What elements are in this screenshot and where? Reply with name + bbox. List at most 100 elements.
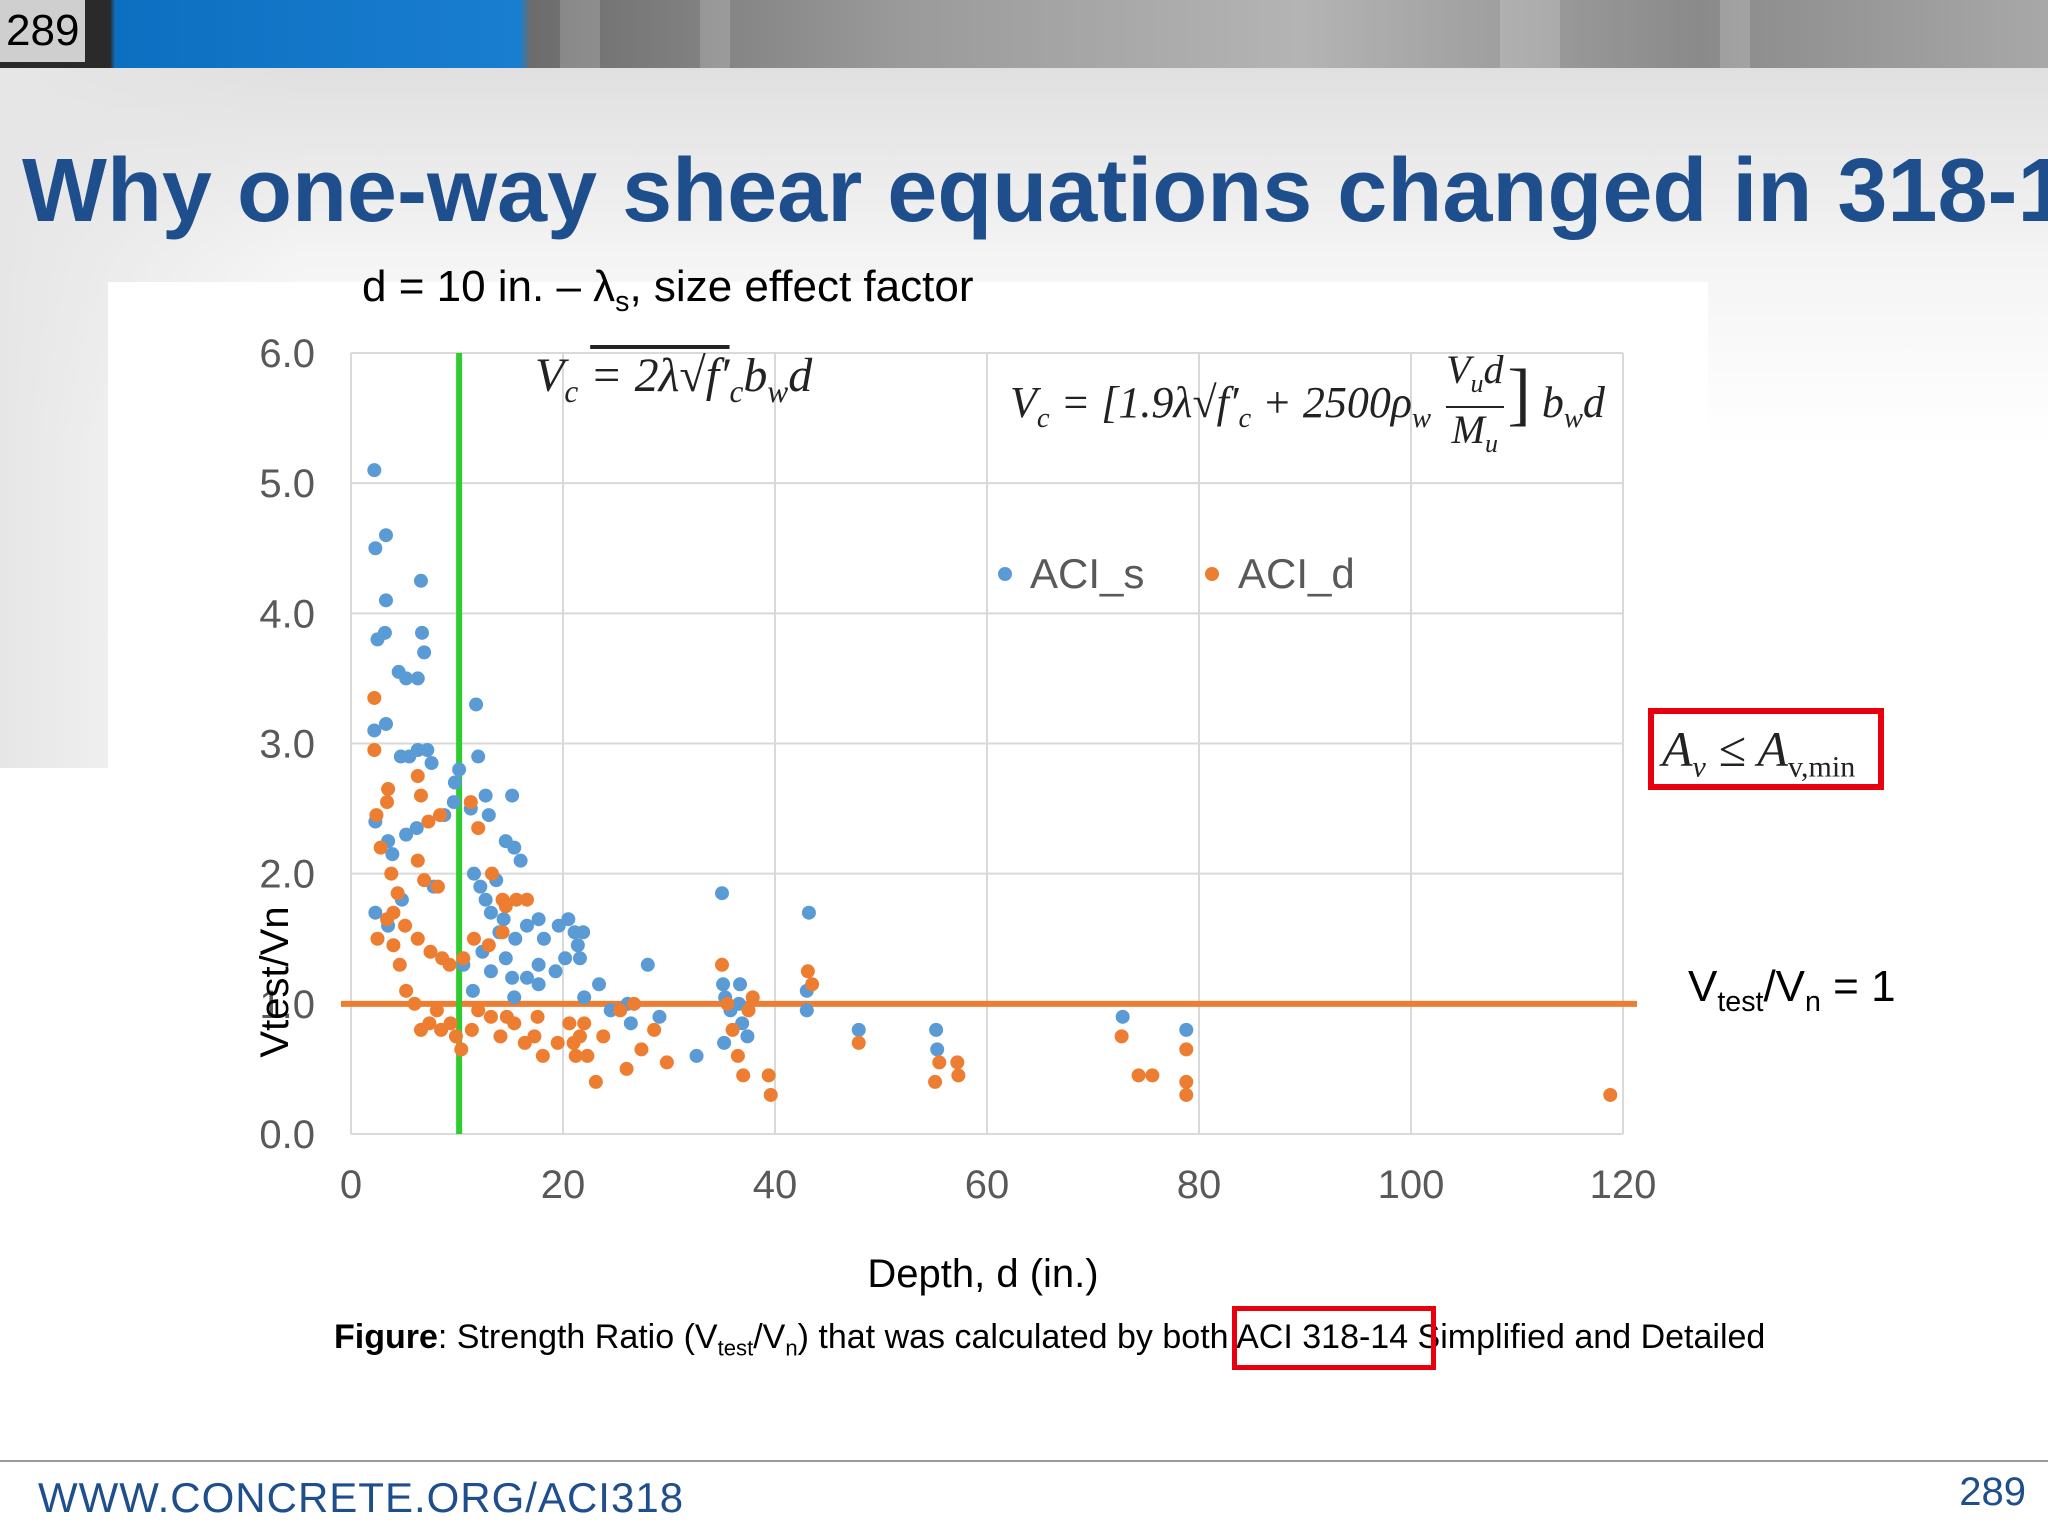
legend-marker-aci-s <box>998 567 1012 581</box>
data-point-aci-s <box>378 528 393 543</box>
data-point-aci-s <box>498 951 513 966</box>
caption-highlight-box <box>1232 1306 1436 1370</box>
y-tick-label: 6.0 <box>259 332 315 376</box>
x-tick-label: 20 <box>541 1163 586 1207</box>
eq2-fraction: Vud Mu <box>1446 347 1504 466</box>
data-point-aci-s <box>929 1022 944 1037</box>
data-point-aci-d <box>493 1029 508 1044</box>
data-point-aci-d <box>1131 1068 1146 1083</box>
subtitle-suffix: , size effect factor <box>629 262 974 311</box>
data-point-aci-s <box>417 645 432 660</box>
data-point-aci-s <box>577 990 592 1005</box>
caption-text3: ) that was calculated by both ACI 318-14… <box>797 1318 1766 1356</box>
footer-divider <box>0 1460 2048 1462</box>
data-point-aci-d <box>369 808 384 823</box>
data-point-aci-d <box>928 1074 943 1089</box>
data-point-aci-s <box>478 788 493 803</box>
eq2-close: ] <box>1507 356 1531 434</box>
data-point-aci-d <box>443 1016 458 1031</box>
eq1-d: d <box>788 349 813 402</box>
equation-simplified: Vc = 2λ√f′cbwd <box>535 348 812 410</box>
data-point-aci-d <box>423 944 438 959</box>
data-point-aci-s <box>410 671 425 686</box>
subtitle-size-effect: d = 10 in. – λs, size effect factor <box>362 262 973 319</box>
x-tick-label: 120 <box>1590 1163 1657 1207</box>
data-point-aci-s <box>531 977 546 992</box>
ratio-v: V <box>1688 962 1718 1011</box>
ratio-equals-one-label: Vtest/Vn = 1 <box>1688 962 1896 1019</box>
data-point-aci-s <box>733 977 748 992</box>
data-point-aci-s <box>507 840 522 855</box>
legend-marker-aci-d <box>1205 567 1219 581</box>
x-axis-label: Depth, d (in.) <box>867 1252 1098 1296</box>
data-point-aci-d <box>580 1048 595 1063</box>
data-point-aci-s <box>413 573 428 588</box>
box-avmin-sub: v,min <box>1787 750 1856 784</box>
data-point-aci-d <box>519 892 534 907</box>
eq2-den-sub: u <box>1484 429 1498 459</box>
eq2-b: b <box>1541 378 1564 428</box>
data-point-aci-s <box>623 1016 638 1031</box>
data-point-aci-d <box>429 1003 444 1018</box>
data-point-aci-s <box>652 1009 667 1024</box>
data-point-aci-d <box>381 782 396 797</box>
data-point-aci-s <box>496 912 511 927</box>
data-point-aci-d <box>410 769 425 784</box>
legend: ACI_s ACI_d <box>998 550 1355 597</box>
figure-caption: Figure: Strength Ratio (Vtest/Vn) that w… <box>334 1318 1765 1362</box>
caption-sub1: test <box>717 1335 754 1361</box>
ratio-slash: /V <box>1763 962 1806 1011</box>
subtitle-sub: s <box>615 286 630 318</box>
data-point-aci-d <box>763 1087 778 1102</box>
data-point-aci-d <box>596 1029 611 1044</box>
data-point-aci-s <box>930 1042 945 1057</box>
data-point-aci-s <box>519 918 534 933</box>
legend-label-aci-s: ACI_s <box>1030 550 1144 597</box>
y-tick-label: 4.0 <box>259 592 315 636</box>
data-point-aci-s <box>368 905 383 920</box>
banner-building-stripe <box>1720 0 1750 68</box>
x-tick-label: 100 <box>1378 1163 1445 1207</box>
data-point-aci-d <box>384 866 399 881</box>
data-point-aci-s <box>505 970 520 985</box>
eq2-v: V <box>1010 378 1037 428</box>
data-point-aci-d <box>390 886 405 901</box>
data-point-aci-s <box>531 957 546 972</box>
data-point-aci-d <box>422 1016 437 1031</box>
data-point-aci-d <box>483 1009 498 1024</box>
data-point-aci-d <box>417 873 432 888</box>
footer-url-link[interactable]: WWW.CONCRETE.ORG/ACI318 <box>38 1474 685 1521</box>
data-point-aci-s <box>548 964 563 979</box>
data-point-aci-s <box>572 951 587 966</box>
banner-building-stripe <box>560 0 600 68</box>
eq2-num-v: V <box>1446 347 1471 392</box>
data-point-aci-d <box>413 788 428 803</box>
slide-number-top: 289 <box>0 0 86 62</box>
data-point-aci-s <box>424 756 439 771</box>
data-point-aci-d <box>398 918 413 933</box>
data-point-aci-d <box>659 1055 674 1070</box>
data-point-aci-s <box>399 827 414 842</box>
data-point-aci-d <box>454 1042 469 1057</box>
data-point-aci-d <box>509 892 524 907</box>
data-point-aci-d <box>435 951 450 966</box>
eq2-num-sub: u <box>1470 369 1484 399</box>
data-point-aci-s <box>473 879 488 894</box>
x-tick-labels: 0 20 40 60 80 100 120 <box>340 1163 1657 1207</box>
data-point-aci-s <box>483 905 498 920</box>
data-point-aci-d <box>410 931 425 946</box>
data-point-aci-s <box>367 723 382 738</box>
data-point-aci-d <box>1179 1087 1194 1102</box>
data-point-aci-s <box>558 951 573 966</box>
y-tick-labels: 0.0 1.0 2.0 3.0 4.0 5.0 6.0 <box>259 332 315 1157</box>
data-point-aci-s <box>399 671 414 686</box>
footer-slide-number: 289 <box>1959 1470 2026 1514</box>
data-point-aci-s <box>415 625 430 640</box>
data-point-aci-s <box>561 912 576 927</box>
data-point-aci-d <box>463 795 478 810</box>
data-point-aci-s <box>851 1022 866 1037</box>
data-point-aci-d <box>410 853 425 868</box>
data-point-aci-s <box>447 775 462 790</box>
data-point-aci-d <box>761 1068 776 1083</box>
data-point-aci-d <box>471 821 486 836</box>
